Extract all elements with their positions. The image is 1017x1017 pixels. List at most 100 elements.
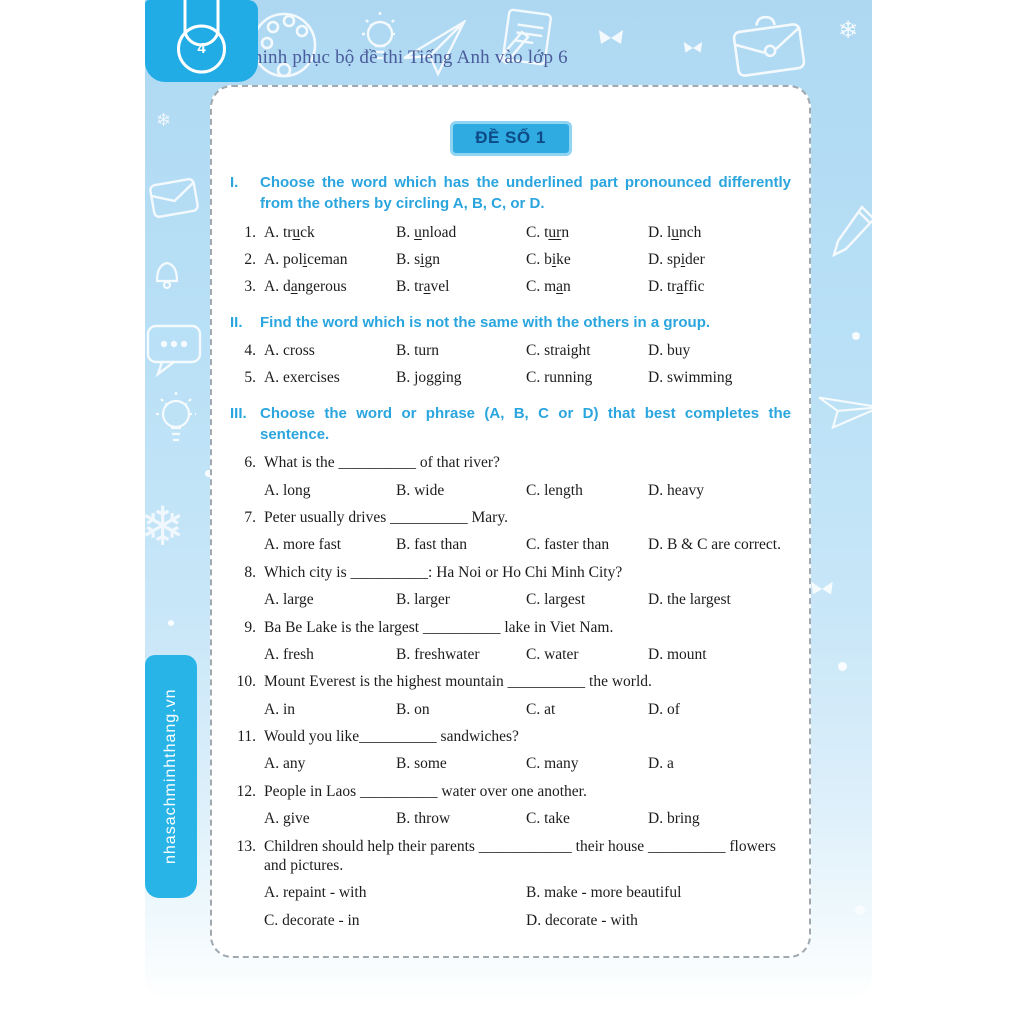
option: A. large xyxy=(264,591,314,609)
page-number-tab: 4 xyxy=(145,0,258,82)
chat-bubble-icon xyxy=(144,320,204,378)
option: D. a xyxy=(648,755,674,773)
question-number: 1. xyxy=(244,223,256,241)
question-number: 11. xyxy=(237,728,256,746)
option: C. largest xyxy=(526,591,586,609)
question-line: 6. What is the __________ of that river? xyxy=(230,453,791,472)
option: B. fast than xyxy=(396,536,468,554)
option: A. give xyxy=(264,810,310,828)
paper-plane-icon xyxy=(816,378,884,440)
option: B. make - more beautiful xyxy=(526,884,682,902)
question: 11. Would you like__________ sandwiches? A… xyxy=(230,727,791,774)
question-line: 11. Would you like__________ sandwiches? xyxy=(230,727,791,746)
option: C. running xyxy=(526,369,593,387)
question: 4. A. cross B. turn C. straight D. buy xyxy=(230,341,791,360)
question-line: 10. Mount Everest is the highest mountain… xyxy=(230,672,791,691)
option: A. truck xyxy=(264,223,315,241)
section-heading-text: Find the word which is not the same with… xyxy=(260,313,711,331)
section-heading: II. Find the word which is not the same w… xyxy=(230,312,791,333)
option: C. decorate - in xyxy=(264,911,360,929)
option: B. travel xyxy=(396,278,450,296)
option: C. turn xyxy=(526,223,570,241)
option: C. bike xyxy=(526,250,571,268)
test-title-badge: ĐỀ SỐ 1 xyxy=(449,121,572,156)
option: D. lunch xyxy=(648,223,702,241)
question-line: 9. Ba Be Lake is the largest __________ l… xyxy=(230,618,791,637)
underlined-part: u xyxy=(414,223,422,241)
question: 10. Mount Everest is the highest mountain… xyxy=(230,672,791,719)
question-stem: Mount Everest is the highest mountain __… xyxy=(264,673,652,691)
question-number: 8. xyxy=(244,563,256,581)
question: 7. Peter usually drives __________ Mary. A… xyxy=(230,508,791,555)
bell-icon xyxy=(150,255,184,291)
question-line: 1. A. truck B. unload C. turn D. lunch xyxy=(230,223,791,242)
dot-decoration xyxy=(852,332,860,340)
section-numeral: III. xyxy=(230,404,247,422)
question: 5. A. exercises B. jogging C. running D. swi… xyxy=(230,368,791,387)
option: C. many xyxy=(526,755,579,773)
option: A. long xyxy=(264,481,311,499)
section-numeral: I. xyxy=(230,174,239,191)
question-number: 7. xyxy=(244,509,256,527)
option: A. policeman xyxy=(264,250,348,268)
question-stem: What is the __________ of that river? xyxy=(264,454,500,472)
underlined-part: ur xyxy=(548,223,562,241)
option: B. sign xyxy=(396,250,440,268)
underlined-part: a xyxy=(556,278,564,296)
snowflake-icon: ❄ xyxy=(140,495,186,558)
sections-container: I. Choose the word which has the underlin… xyxy=(230,172,791,930)
lightbulb-doodle-icon xyxy=(148,388,204,450)
underlined-part: u xyxy=(292,223,301,241)
section-heading-text: Choose the word or phrase (A, B, C or D)… xyxy=(260,404,791,444)
options-row: A. give B. throw C. take D. bring xyxy=(264,809,791,828)
option: B. throw xyxy=(396,810,451,828)
dot-decoration xyxy=(855,905,865,915)
section-heading: III. Choose the word or phrase (A, B, C o… xyxy=(230,403,791,446)
question-stem: Ba Be Lake is the largest __________ lak… xyxy=(264,618,614,636)
question-number: 4. xyxy=(244,342,256,360)
section: I. Choose the word which has the underlin… xyxy=(230,172,791,297)
snowflake-icon: ❄ xyxy=(156,110,172,131)
question-stem: People in Laos __________ water over one… xyxy=(264,782,587,800)
question: 3. A. dangerous B. travel C. man D. traffic xyxy=(230,277,791,296)
option: D. traffic xyxy=(648,278,705,296)
snowflake-icon: ❄ xyxy=(838,16,859,44)
question-line: 3. A. dangerous B. travel C. man D. traffic xyxy=(230,277,791,296)
question-stem: Which city is __________: Ha Noi or Ho C… xyxy=(264,563,623,581)
question: 6. What is the __________ of that river? A… xyxy=(230,453,791,500)
underlined-part: a xyxy=(423,278,431,296)
option: B. wide xyxy=(396,481,445,499)
options-row: A. long B. wide C. length D. heavy xyxy=(264,481,791,500)
question-number: 6. xyxy=(244,454,256,472)
question-number: 3. xyxy=(244,278,256,296)
question: 9. Ba Be Lake is the largest __________ l… xyxy=(230,618,791,665)
question-stem: Peter usually drives __________ Mary. xyxy=(264,509,508,527)
underlined-part: u xyxy=(671,223,679,241)
option: C. length xyxy=(526,481,583,499)
question-line: 2. A. policeman B. sign C. bike D. spider xyxy=(230,250,791,269)
satchel-icon xyxy=(146,168,202,222)
option: B. larger xyxy=(396,591,450,609)
option: A. exercises xyxy=(264,369,340,387)
question-number: 5. xyxy=(244,369,256,387)
question-number: 9. xyxy=(244,618,256,636)
options-row: A. exercises B. jogging C. running D. swimm… xyxy=(264,368,791,387)
book-title: Chinh phục bộ đề thi Tiếng Anh vào lớp 6 xyxy=(240,47,568,68)
options-row: A. repaint - with B. make - more beautifu… xyxy=(264,883,791,930)
option: D. B & C are correct. xyxy=(648,536,781,554)
options-row: A. fresh B. freshwater C. water D. mount xyxy=(264,645,791,664)
option: A. repaint - with xyxy=(264,884,367,902)
lightbulb-icon xyxy=(352,6,408,66)
underlined-part: i xyxy=(420,250,425,268)
option: B. on xyxy=(396,700,430,718)
test-panel: ĐỀ SỐ 1 I. Choose the word which has the … xyxy=(210,85,811,958)
options-row: A. dangerous B. travel C. man D. traffic xyxy=(264,277,791,296)
option: D. buy xyxy=(648,342,691,360)
options-row: A. cross B. turn C. straight D. buy xyxy=(264,341,791,360)
dot-decoration xyxy=(838,662,847,671)
option: B. turn xyxy=(396,342,440,360)
question: 8. Which city is __________: Ha Noi or Ho… xyxy=(230,563,791,610)
underlined-part: i xyxy=(551,250,557,268)
question-stem: Would you like__________ sandwiches? xyxy=(264,728,519,746)
question-line: 12. People in Laos __________ water over … xyxy=(230,782,791,801)
